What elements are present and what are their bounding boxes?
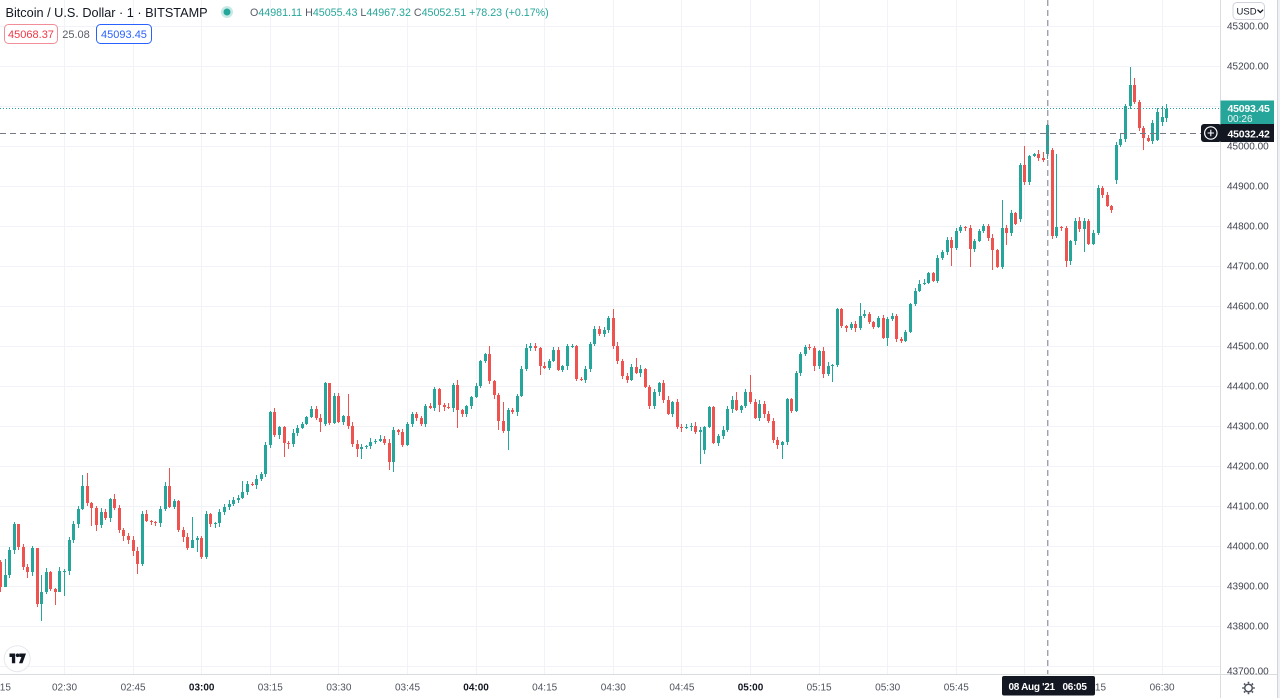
svg-text:04:30: 04:30: [601, 683, 626, 694]
svg-text:45000.00: 45000.00: [1227, 142, 1269, 153]
svg-text:05:30: 05:30: [875, 683, 900, 694]
svg-text:Bitcoin / U.S. Dollar · 1 · BI: Bitcoin / U.S. Dollar · 1 · BITSTAMP: [6, 6, 208, 20]
svg-text:06:30: 06:30: [1150, 683, 1175, 694]
svg-text:05:00: 05:00: [738, 683, 764, 694]
svg-text:43900.00: 43900.00: [1227, 582, 1269, 593]
svg-text:O44981.11 H45055.43 L44967.32: O44981.11 H45055.43 L44967.32 C45052.51 …: [250, 7, 549, 19]
svg-text:45300.00: 45300.00: [1227, 22, 1269, 33]
svg-text:45093.45: 45093.45: [1228, 103, 1271, 115]
svg-text:44700.00: 44700.00: [1227, 262, 1269, 273]
svg-text:02:30: 02:30: [52, 683, 77, 694]
svg-text:03:15: 03:15: [258, 683, 283, 694]
svg-text:44400.00: 44400.00: [1227, 382, 1269, 393]
svg-text:43700.00: 43700.00: [1227, 667, 1269, 678]
svg-text:44300.00: 44300.00: [1227, 422, 1269, 433]
svg-text:04:15: 04:15: [532, 683, 557, 694]
svg-text:03:00: 03:00: [189, 683, 215, 694]
svg-text:05:15: 05:15: [807, 683, 832, 694]
svg-text:44200.00: 44200.00: [1227, 462, 1269, 473]
svg-text:43800.00: 43800.00: [1227, 622, 1269, 633]
svg-text:44100.00: 44100.00: [1227, 502, 1269, 513]
svg-text:06:05: 06:05: [1063, 682, 1088, 693]
svg-text:44600.00: 44600.00: [1227, 302, 1269, 313]
svg-text:04:45: 04:45: [669, 683, 694, 694]
svg-text:08 Aug '21: 08 Aug '21: [1009, 682, 1056, 693]
svg-text:04:00: 04:00: [463, 683, 489, 694]
svg-text:44500.00: 44500.00: [1227, 342, 1269, 353]
svg-text:USD: USD: [1237, 7, 1257, 18]
svg-text:02:45: 02:45: [121, 683, 146, 694]
svg-text:45200.00: 45200.00: [1227, 62, 1269, 73]
svg-text:45032.42: 45032.42: [1228, 128, 1271, 140]
svg-text:44900.00: 44900.00: [1227, 182, 1269, 193]
svg-text:45093.45: 45093.45: [101, 29, 147, 41]
svg-text:25.08: 25.08: [62, 29, 90, 41]
svg-text:03:45: 03:45: [395, 683, 420, 694]
svg-text:03:30: 03:30: [326, 683, 351, 694]
svg-text:02:15: 02:15: [0, 683, 11, 694]
svg-text:44800.00: 44800.00: [1227, 222, 1269, 233]
svg-text:45068.37: 45068.37: [8, 29, 54, 41]
svg-text:00:26: 00:26: [1228, 114, 1253, 125]
svg-text:05:45: 05:45: [944, 683, 969, 694]
svg-text:44000.00: 44000.00: [1227, 542, 1269, 553]
